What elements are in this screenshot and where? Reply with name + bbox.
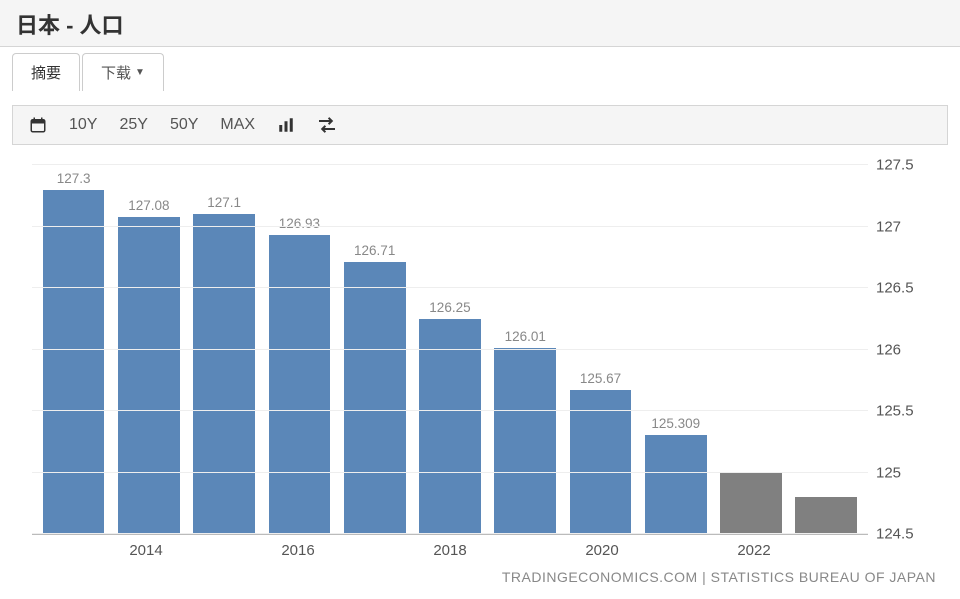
gridline [32, 349, 868, 350]
x-axis-label [32, 542, 108, 559]
plot-area: 127.3 127.08 127.1 126.93 126.71 126.25 126.01… [32, 165, 868, 535]
bar-slot: 127.1 [187, 165, 262, 534]
bar[interactable] [645, 435, 707, 535]
chart-type-icon[interactable] [277, 116, 295, 134]
x-axis-label: 2020 [564, 542, 640, 559]
chart-attribution: TRADINGECONOMICS.COM | STATISTICS BUREAU… [502, 569, 936, 585]
x-axis-label: 2016 [260, 542, 336, 559]
gridline [32, 410, 868, 411]
gridline [32, 287, 868, 288]
tab-summary[interactable]: 摘要 [12, 53, 80, 91]
range-25y-button[interactable]: 25Y [119, 116, 147, 134]
bar-slot: 126.25 [412, 165, 487, 534]
bar-slot: 127.3 [36, 165, 111, 534]
bar-slot: 127.08 [111, 165, 186, 534]
bar[interactable] [43, 190, 105, 534]
chart-toolbar: 10Y 25Y 50Y MAX [12, 105, 948, 145]
bar[interactable] [720, 473, 782, 535]
bar-value-label: 127.08 [128, 198, 169, 213]
bar[interactable] [419, 319, 481, 534]
bar-slot: 125.309 [638, 165, 713, 534]
y-axis-label: 127 [876, 218, 936, 235]
bar-value-label: 127.3 [57, 171, 91, 186]
bar[interactable] [494, 348, 556, 534]
bar[interactable] [118, 217, 180, 534]
y-axis-label: 125.5 [876, 403, 936, 420]
page-title: 日本 - 人口 [16, 8, 944, 40]
bar-slot [713, 165, 788, 534]
gridline [32, 472, 868, 473]
compare-icon[interactable] [317, 117, 337, 133]
y-axis-label: 125 [876, 464, 936, 481]
y-axis-label: 124.5 [876, 526, 936, 543]
chart-container: 127.3 127.08 127.1 126.93 126.71 126.25 126.01… [12, 155, 948, 587]
tab-summary-label: 摘要 [31, 62, 61, 83]
bar[interactable] [344, 262, 406, 534]
x-axis-label [488, 542, 564, 559]
x-axis-label: 2014 [108, 542, 184, 559]
x-axis-label: 2018 [412, 542, 488, 559]
bar-value-label: 126.93 [279, 216, 320, 231]
x-axis-label [184, 542, 260, 559]
bar-value-label: 125.309 [651, 416, 700, 431]
range-10y-button[interactable]: 10Y [69, 116, 97, 134]
bar[interactable] [795, 497, 857, 534]
tabs-row: 摘要 下载 ▼ [0, 51, 960, 91]
bar-slot [789, 165, 864, 534]
x-axis: 2014 2016 2018 2020 2022 [32, 542, 868, 559]
y-axis-label: 126.5 [876, 280, 936, 297]
bar-slot: 126.93 [262, 165, 337, 534]
bar-value-label: 127.1 [207, 195, 241, 210]
y-axis-label: 126 [876, 341, 936, 358]
bar-value-label: 126.01 [505, 329, 546, 344]
tab-download-label: 下载 [101, 62, 131, 83]
header-bar: 日本 - 人口 [0, 0, 960, 47]
x-axis-label: 2022 [716, 542, 792, 559]
y-axis-label: 127.5 [876, 157, 936, 174]
bar-slot: 126.71 [337, 165, 412, 534]
bar-value-label: 126.71 [354, 243, 395, 258]
calendar-icon[interactable] [29, 116, 47, 134]
bar-value-label: 125.67 [580, 371, 621, 386]
bar[interactable] [570, 390, 632, 534]
range-50y-button[interactable]: 50Y [170, 116, 198, 134]
bars-group: 127.3 127.08 127.1 126.93 126.71 126.25 126.01… [32, 165, 868, 534]
caret-down-icon: ▼ [135, 67, 145, 78]
x-axis-label [792, 542, 868, 559]
gridline [32, 164, 868, 165]
tab-download[interactable]: 下载 ▼ [82, 53, 164, 91]
bar-value-label: 126.25 [429, 300, 470, 315]
gridline [32, 533, 868, 534]
bar[interactable] [269, 235, 331, 534]
x-axis-label [336, 542, 412, 559]
gridline [32, 226, 868, 227]
bar-slot: 126.01 [488, 165, 563, 534]
range-max-button[interactable]: MAX [220, 116, 255, 134]
bar-slot: 125.67 [563, 165, 638, 534]
x-axis-label [640, 542, 716, 559]
bar[interactable] [193, 214, 255, 534]
